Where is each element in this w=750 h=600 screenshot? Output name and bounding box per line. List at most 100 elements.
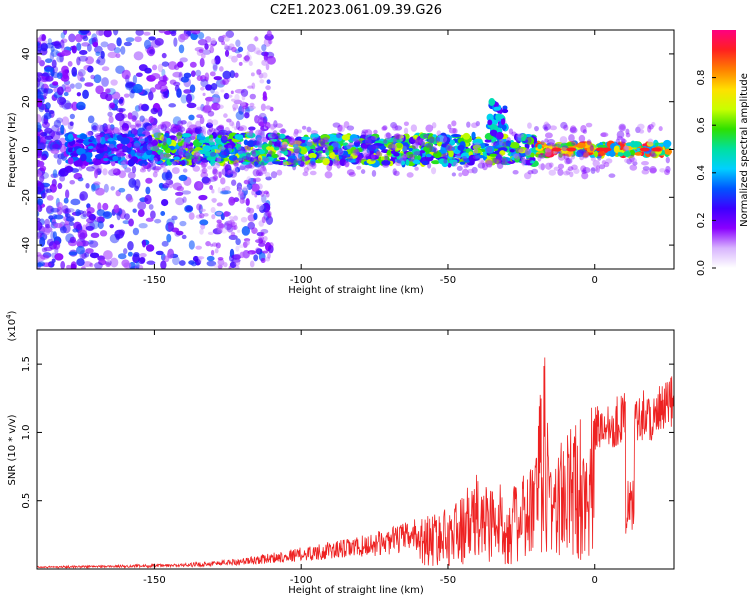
halo-blob <box>372 144 379 150</box>
halo-blob <box>431 167 437 175</box>
noise-blob <box>204 76 208 82</box>
halo-blob <box>414 137 421 146</box>
halo-blob <box>102 126 109 133</box>
halo-blob <box>364 129 373 137</box>
noise-blob <box>111 91 121 100</box>
halo-blob <box>582 166 591 174</box>
halo-blob <box>157 124 165 130</box>
halo-blob <box>181 141 187 150</box>
noise-blob <box>61 204 69 214</box>
halo-blob <box>581 169 587 175</box>
halo-blob <box>543 126 549 132</box>
noise-blob <box>79 50 88 56</box>
noise-blob <box>132 83 143 94</box>
noise-blob <box>263 37 272 47</box>
noise-blob <box>79 30 90 35</box>
halo-blob <box>104 152 109 158</box>
y-tick-label: 40 <box>21 48 32 61</box>
noise-blob <box>181 190 192 195</box>
noise-blob <box>39 160 44 169</box>
noise-blob <box>85 56 95 65</box>
noise-blob <box>115 233 121 241</box>
noise-blob <box>228 55 234 59</box>
halo-blob <box>119 125 125 131</box>
halo-blob <box>544 138 549 143</box>
band-blob <box>120 137 130 145</box>
noise-blob <box>196 203 202 211</box>
noise-blob <box>265 105 272 110</box>
band-blob <box>274 146 280 151</box>
halo-blob <box>580 125 587 133</box>
band-blob <box>127 159 135 167</box>
noise-blob <box>106 124 112 133</box>
noise-blob <box>69 121 74 127</box>
noise-blob <box>160 123 167 132</box>
noise-blob <box>133 252 140 258</box>
band-blob <box>462 132 471 140</box>
halo-blob <box>544 123 551 131</box>
halo-blob <box>395 134 401 141</box>
noise-blob <box>199 228 204 235</box>
halo-blob <box>188 136 197 141</box>
halo-blob <box>134 120 142 127</box>
halo-blob <box>312 137 320 145</box>
noise-blob <box>198 194 208 201</box>
noise-blob <box>123 93 130 98</box>
noise-blob <box>176 88 182 98</box>
noise-blob <box>59 53 64 63</box>
noise-blob <box>76 245 85 255</box>
halo-blob <box>200 172 209 179</box>
noise-blob <box>107 43 117 52</box>
noise-blob <box>206 255 215 262</box>
noise-blob <box>175 191 184 196</box>
noise-blob <box>116 210 121 221</box>
noise-blob <box>37 222 41 231</box>
snr-frame <box>36 329 675 570</box>
noise-blob <box>241 94 246 101</box>
band-blob <box>537 143 542 150</box>
band-blob <box>223 148 230 157</box>
halo-blob <box>306 162 313 171</box>
noise-blob <box>200 78 209 88</box>
noise-blob <box>178 260 186 266</box>
halo-blob <box>557 163 565 170</box>
halo-blob <box>343 121 350 129</box>
noise-blob <box>229 261 237 269</box>
halo-blob <box>252 156 257 162</box>
halo-blob <box>303 166 309 173</box>
halo-blob <box>544 132 553 139</box>
noise-blob <box>159 84 168 92</box>
noise-blob <box>122 220 131 225</box>
noise-blob <box>268 39 273 45</box>
noise-blob <box>118 229 125 236</box>
noise-blob <box>64 220 70 226</box>
noise-blob <box>212 175 218 180</box>
halo-blob <box>411 141 419 150</box>
noise-blob <box>172 116 182 126</box>
noise-blob <box>102 211 113 219</box>
noise-blob <box>201 177 212 185</box>
halo-blob <box>276 169 283 176</box>
noise-blob <box>237 46 244 53</box>
noise-blob <box>246 43 256 53</box>
noise-blob <box>186 93 193 104</box>
colorbar-tick-label: 0.0 <box>696 260 707 276</box>
band-blob <box>613 145 620 153</box>
band-blob <box>459 161 466 165</box>
halo-blob <box>616 134 622 140</box>
noise-blob <box>131 165 137 174</box>
noise-blob <box>267 211 272 217</box>
halo-blob <box>475 120 480 127</box>
halo-blob <box>176 125 184 130</box>
halo-blob <box>448 127 457 134</box>
noise-blob <box>229 198 237 204</box>
halo-blob <box>164 153 171 159</box>
halo-blob <box>346 143 353 150</box>
halo-blob <box>354 148 360 156</box>
x-tick-label: -150 <box>143 575 166 586</box>
halo-blob <box>392 136 397 143</box>
halo-blob <box>589 144 594 152</box>
noise-blob <box>265 176 272 181</box>
halo-blob <box>332 156 338 165</box>
noise-blob <box>266 30 272 37</box>
